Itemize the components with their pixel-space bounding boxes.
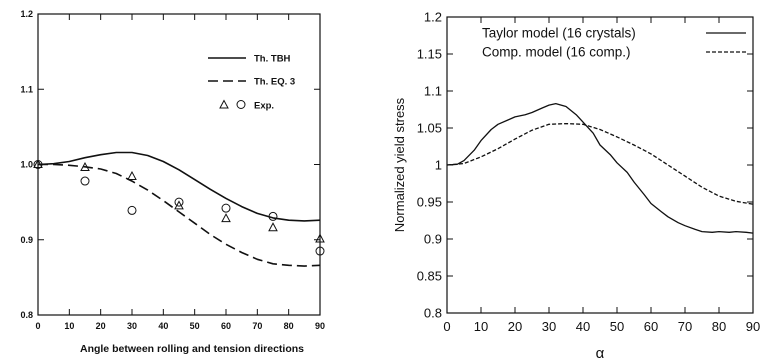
y-tick-label: 0.95 — [417, 195, 442, 210]
x-tick-label: 10 — [474, 319, 488, 334]
exp-circle-point — [33, 160, 43, 169]
series-line-1 — [37, 151, 321, 222]
x-tick-label: 40 — [158, 321, 168, 331]
legend-label: Th. EQ. 3 — [254, 77, 295, 88]
exp-triangle-point — [127, 170, 137, 181]
y-axis-label: Normalized yield stress — [392, 97, 407, 232]
series-line-2 — [38, 163, 321, 267]
y-tick-label: 0.9 — [20, 235, 33, 245]
y-tick-label: 0.9 — [424, 232, 442, 247]
y-tick-label: 1.2 — [424, 10, 442, 25]
exp-circle-point — [174, 197, 184, 207]
x-tick-label: 50 — [190, 321, 200, 331]
x-tick-label: 20 — [508, 319, 522, 334]
x-axis-label: Angle between rolling and tension direct… — [80, 343, 304, 355]
exp-triangle-point — [315, 233, 325, 243]
x-tick-label: 60 — [221, 321, 231, 331]
plot-frame — [446, 16, 754, 314]
x-tick-label: 0 — [35, 321, 40, 331]
exp-circle-point — [315, 246, 325, 256]
x-tick-label: 80 — [284, 321, 294, 331]
y-tick-label: 1.2 — [20, 9, 33, 19]
y-tick-label: 1.1 — [20, 84, 33, 94]
legend: Taylor model (16 crystals) Comp. model (1… — [482, 26, 746, 60]
y-tick-label: 1.05 — [417, 121, 442, 136]
y-tick-label: 0.85 — [417, 269, 442, 284]
chart-panel-1: 0 10 20 30 40 50 60 70 80 90 0.8 0.9 1.0 1.1 1.2 Angle … — [20, 9, 325, 355]
x-tick-label: 70 — [678, 319, 692, 334]
x-tick-label: 10 — [64, 321, 74, 331]
exp-triangle-point — [80, 161, 90, 172]
y-tick-label: 0.8 — [424, 306, 442, 321]
exp-circle-point — [221, 203, 231, 213]
x-tick-label: 30 — [127, 321, 137, 331]
legend-label: Taylor model (16 crystals) — [482, 26, 636, 41]
legend-label: Exp. — [254, 101, 274, 112]
y-tick-label: 1 — [435, 158, 442, 173]
x-tick-label: 90 — [746, 319, 760, 334]
x-tick-label: 90 — [315, 321, 325, 331]
y-tick-label: 0.8 — [20, 310, 33, 320]
x-tick-label: 40 — [576, 319, 590, 334]
x-tick-label: 30 — [542, 319, 556, 334]
y-tick-label: 1.1 — [424, 84, 442, 99]
exp-triangle-point — [268, 222, 278, 232]
x-axis-label: α — [596, 345, 605, 362]
x-tick-label: 60 — [644, 319, 658, 334]
exp-triangle-point — [33, 158, 43, 168]
exp-circle-point — [80, 176, 90, 186]
exp-circle-point — [268, 211, 278, 221]
exp-triangle-point — [174, 200, 184, 210]
legend-triangle-marker — [219, 99, 229, 109]
x-tick-label: 80 — [712, 319, 726, 334]
series-line-1 — [446, 102, 754, 234]
legend-label: Comp. model (16 comp.) — [482, 45, 631, 60]
x-tick-label: 70 — [252, 321, 262, 331]
y-tick-label: 1.0 — [20, 160, 33, 170]
x-tick-label: 20 — [96, 321, 106, 331]
x-tick-label: 50 — [610, 319, 624, 334]
exp-circle-point — [127, 205, 137, 215]
x-tick-label: 0 — [443, 319, 450, 334]
legend: Th. TBH Th. EQ. 3 Exp. — [208, 54, 295, 112]
chart-panel-2: 0 10 20 30 40 50 60 70 80 90 0.8 0.85 0.9 0.95 1 1.05 1.… — [392, 10, 760, 362]
legend-label: Th. TBH — [254, 54, 291, 65]
legend-circle-marker — [236, 100, 246, 109]
y-tick-label: 1.15 — [417, 47, 442, 62]
exp-triangle-point — [221, 213, 231, 223]
series-line-2 — [446, 122, 754, 205]
